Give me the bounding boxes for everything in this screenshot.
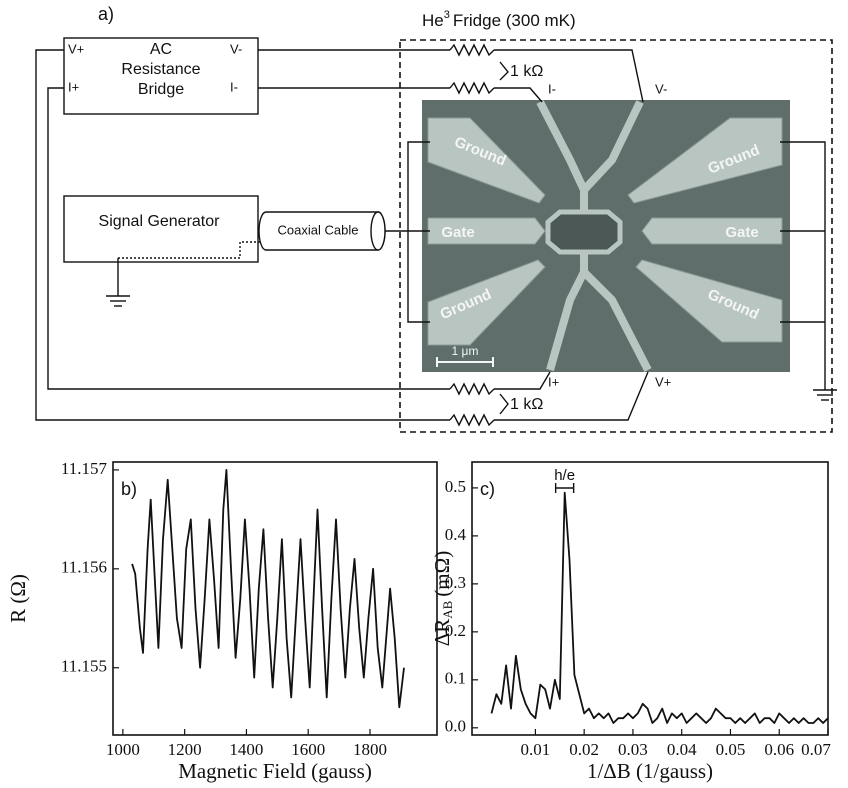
y-tick-label: 0.1 bbox=[445, 669, 466, 688]
x-tick-label: 0.01 bbox=[521, 740, 551, 759]
fridge-element: He bbox=[422, 11, 444, 30]
x-tick-label: 0.05 bbox=[716, 740, 746, 759]
circuit-wires bbox=[35, 43, 837, 427]
x-tick-label: 0.02 bbox=[569, 740, 599, 759]
y-tick-label: 0.2 bbox=[445, 621, 466, 640]
bridge-title: AC bbox=[150, 41, 172, 58]
port-label: V+ bbox=[68, 41, 84, 56]
probe-label: I- bbox=[548, 81, 556, 96]
data-line bbox=[131, 469, 405, 709]
resistor-label: 1 kΩ bbox=[510, 396, 543, 413]
y-axis-label-unit: (mΩ) bbox=[430, 551, 454, 597]
pad-label: Gate bbox=[725, 224, 758, 241]
y-tick-label: 0.0 bbox=[445, 717, 466, 736]
signal-generator-label: Signal Generator bbox=[99, 213, 221, 230]
port-label: V- bbox=[230, 41, 242, 56]
x-tick-label: 1400 bbox=[229, 740, 263, 759]
panel-label: b) bbox=[121, 479, 137, 499]
ground-symbol bbox=[106, 258, 130, 307]
fridge-superscript: 3 bbox=[444, 9, 450, 21]
scale-bar-label: 1 μm bbox=[452, 344, 479, 358]
x-tick-label: 0.07 bbox=[801, 740, 831, 759]
fridge-title: He3 Fridge (300 mK) bbox=[422, 9, 576, 31]
coaxial-cable bbox=[258, 211, 386, 251]
x-tick-label: 1600 bbox=[291, 740, 325, 759]
pad-label: Gate bbox=[441, 224, 474, 241]
y-axis-label-main: ΔR bbox=[430, 619, 454, 647]
y-tick-label: 0.5 bbox=[445, 477, 466, 496]
resistor-label: 1 kΩ bbox=[510, 63, 543, 80]
device-image: Ground Gate Ground Ground Gate Ground 1 … bbox=[422, 100, 790, 372]
port-label: I+ bbox=[68, 79, 79, 94]
fridge-box bbox=[399, 39, 833, 433]
y-tick-label: 11.155 bbox=[61, 657, 107, 676]
bridge-title: Resistance bbox=[121, 61, 200, 78]
bridge-title: Bridge bbox=[138, 81, 184, 98]
x-tick-label: 0.03 bbox=[618, 740, 648, 759]
x-tick-label: 1200 bbox=[168, 740, 202, 759]
port-label: I- bbox=[230, 79, 238, 94]
panel-label: c) bbox=[480, 479, 495, 499]
bridge-box bbox=[63, 37, 259, 115]
x-axis-label: Magnetic Field (gauss) bbox=[178, 759, 372, 783]
plot-frame bbox=[112, 461, 438, 736]
panel-label: a) bbox=[98, 4, 114, 24]
y-axis-label-subscript: AB bbox=[440, 600, 455, 618]
x-axis-label: 1/ΔB (1/gauss) bbox=[587, 759, 713, 783]
x-tick-label: 1800 bbox=[353, 740, 387, 759]
shield-line bbox=[118, 241, 260, 259]
y-axis-label: R (Ω) bbox=[6, 574, 30, 623]
y-tick-label: 0.3 bbox=[445, 573, 466, 592]
signal-generator-box bbox=[63, 195, 259, 263]
x-tick-label: 1000 bbox=[106, 740, 140, 759]
fridge-text: Fridge (300 mK) bbox=[453, 11, 576, 30]
x-tick-label: 0.06 bbox=[764, 740, 794, 759]
y-axis-label-main: R (Ω) bbox=[6, 574, 30, 623]
y-axis-label: ΔRAB (mΩ) bbox=[430, 551, 455, 647]
probe-label: V+ bbox=[655, 374, 671, 389]
y-tick-label: 11.157 bbox=[61, 459, 108, 478]
y-tick-label: 0.4 bbox=[445, 525, 467, 544]
data-line bbox=[490, 491, 829, 724]
y-tick-label: 11.156 bbox=[61, 558, 107, 577]
probe-label: V- bbox=[655, 81, 667, 96]
probe-label: I+ bbox=[548, 374, 559, 389]
coaxial-cable-label: Coaxial Cable bbox=[278, 222, 359, 237]
plot-frame bbox=[471, 461, 829, 736]
x-tick-label: 0.04 bbox=[667, 740, 697, 759]
annotation: h/e bbox=[554, 467, 575, 484]
